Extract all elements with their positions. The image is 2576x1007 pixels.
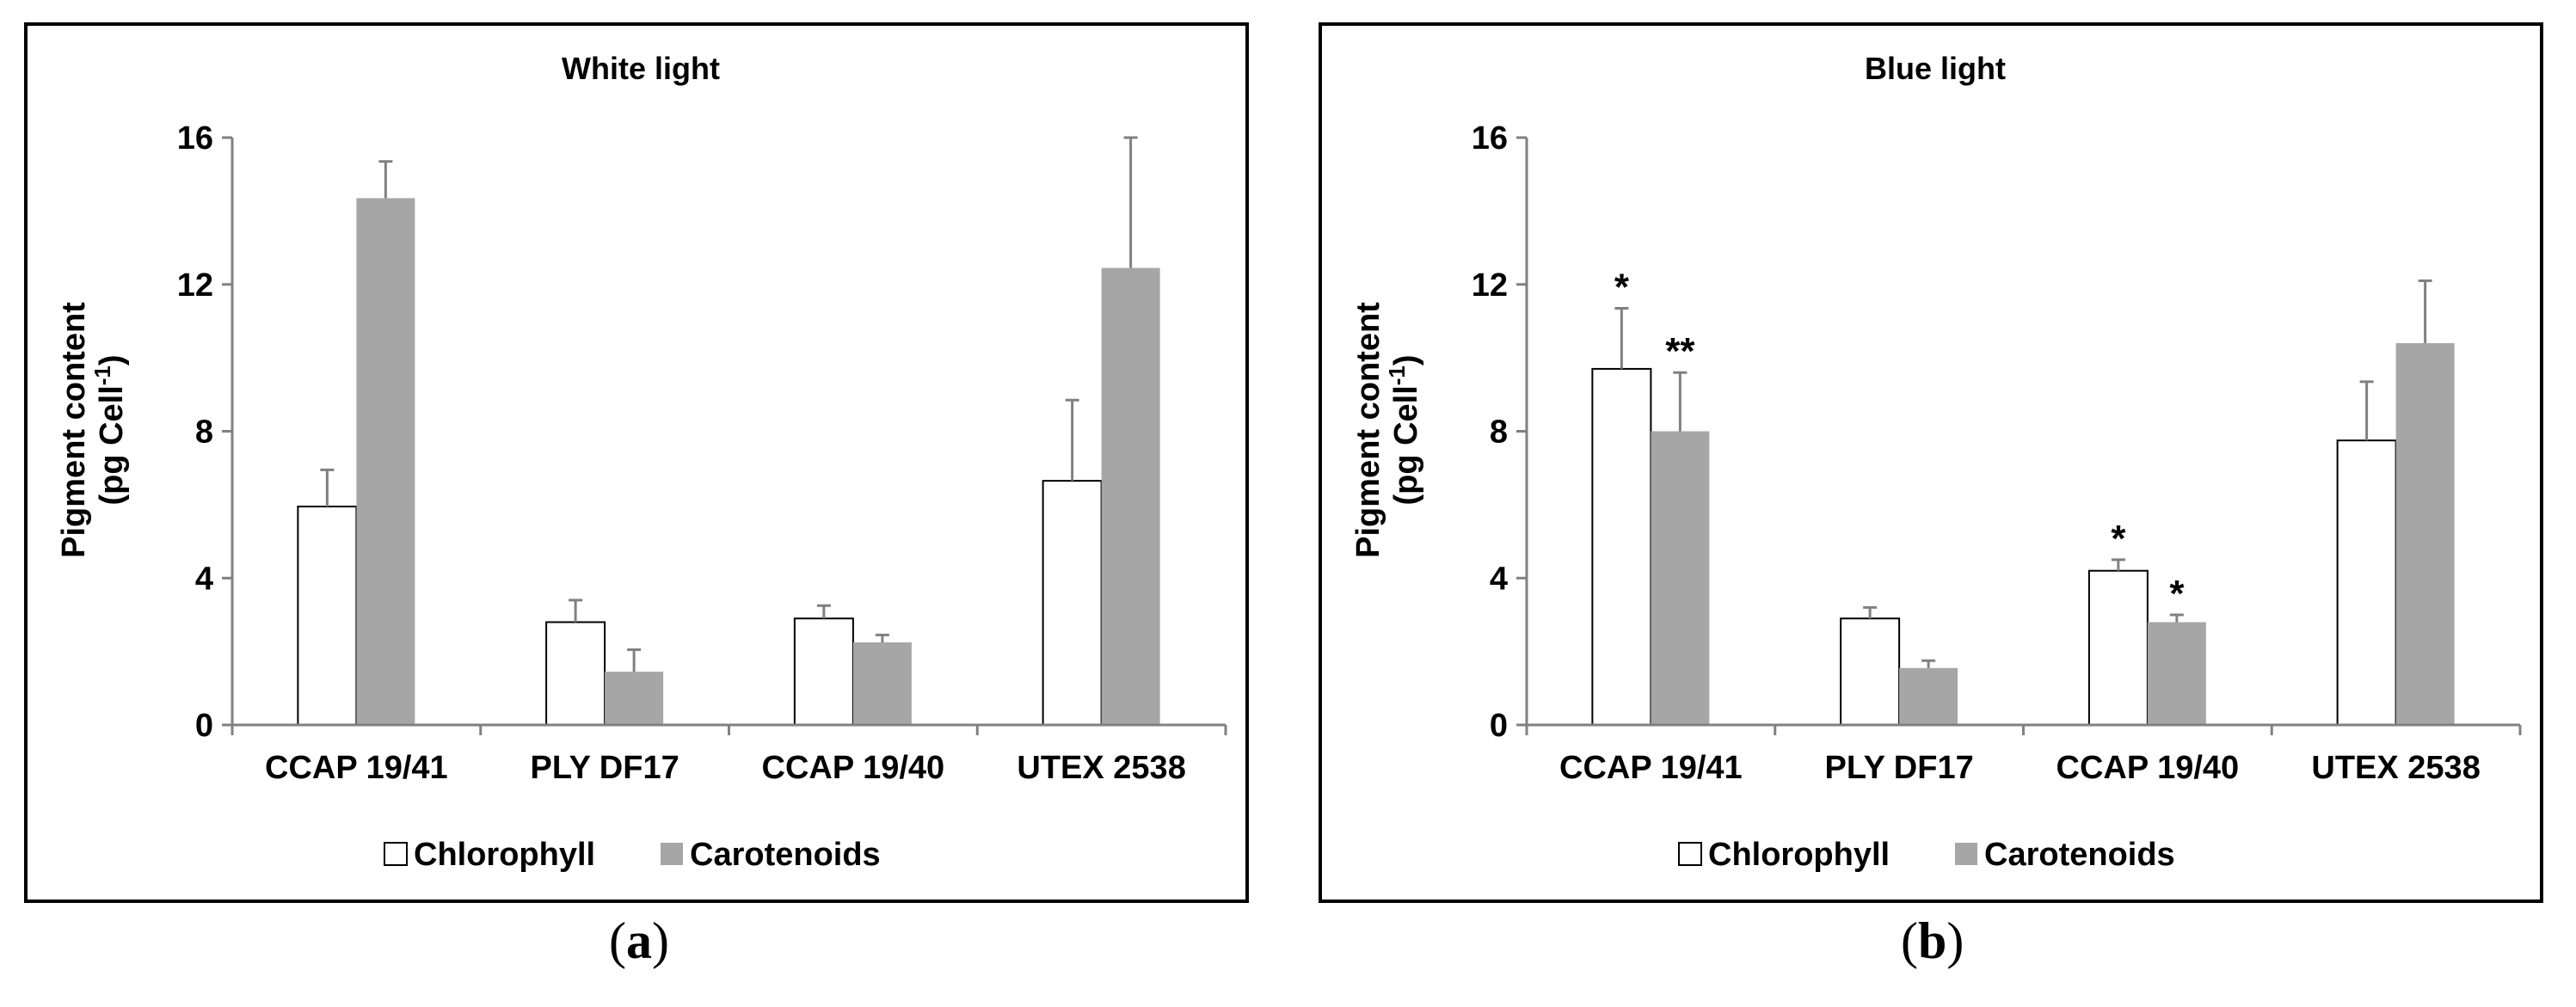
chart-title: White light (562, 51, 720, 86)
legend: Chlorophyll Carotenoids (384, 837, 881, 873)
significance-mark: ** (1665, 330, 1695, 372)
bar-chlorophyll (545, 621, 606, 726)
bar-chlorophyll (793, 617, 854, 726)
legend-label-carotenoids: Carotenoids (1984, 837, 2175, 873)
x-tick-label: CCAP 19/41 (1559, 750, 1743, 786)
y-tick-label: 16 (1472, 120, 1508, 157)
panel-caption-a: (a) (609, 912, 669, 969)
x-tick-label: CCAP 19/40 (2056, 750, 2240, 786)
bar-chlorophyll (297, 506, 358, 727)
y-tick-label: 12 (177, 267, 213, 304)
y-tick-label: 12 (1472, 267, 1508, 304)
bar-carotenoids (1101, 267, 1160, 725)
legend-swatch-carotenoids (1955, 843, 1977, 865)
x-tick-label: CCAP 19/40 (762, 750, 945, 786)
y-tick-label: 8 (195, 414, 213, 451)
chart-frame (24, 22, 1249, 903)
y-axis-label: Pigment content (56, 302, 92, 558)
y-axis-label: Pigment content (1350, 302, 1386, 558)
significance-mark: * (1614, 266, 1630, 308)
x-tick-label: UTEX 2538 (1017, 750, 1185, 786)
bar-carotenoids (852, 642, 912, 725)
bar-chlorophyll (2087, 569, 2149, 727)
bar-carotenoids (2147, 622, 2206, 725)
bar-carotenoids (1899, 667, 1958, 725)
legend-swatch-carotenoids (661, 843, 683, 865)
legend-label-chlorophyll: Chlorophyll (414, 837, 595, 873)
chart-frame (1319, 22, 2543, 903)
chart-white-light: White light 0 4 8 12 16 CCAP 19/41 PLY DF17 CCA… (24, 22, 1249, 903)
y-tick-label: 0 (1490, 708, 1508, 744)
bar-carotenoids (2395, 343, 2455, 725)
legend-swatch-chlorophyll (384, 842, 408, 866)
bar-chlorophyll (1591, 367, 1652, 726)
chart-title: Blue light (1865, 51, 2006, 86)
plot-area: 0 4 8 12 16 CCAP 19/41 PLY DF17 CCAP 19/40 UTEX … (177, 120, 1227, 786)
y-tick-label: 8 (1490, 414, 1508, 451)
y-tick-label: 0 (195, 708, 213, 744)
y-axis-units: (pg Cell-1) (1384, 354, 1424, 505)
bar-carotenoids (356, 198, 415, 725)
bar-chlorophyll (1042, 480, 1103, 726)
legend: Chlorophyll Carotenoids (1678, 837, 2175, 873)
bar-carotenoids (1651, 431, 1710, 725)
bar-carotenoids (605, 672, 664, 725)
x-tick-label: CCAP 19/41 (265, 750, 448, 786)
x-tick-label: UTEX 2538 (2311, 750, 2480, 786)
y-tick-label: 4 (1490, 561, 1508, 597)
bar-chlorophyll (2336, 439, 2397, 726)
y-axis-units: (pg Cell-1) (89, 354, 130, 505)
legend-label-carotenoids: Carotenoids (690, 837, 881, 873)
x-tick-label: PLY DF17 (531, 750, 679, 786)
significance-mark: * (2111, 518, 2126, 560)
y-tick-label: 16 (177, 120, 213, 157)
significance-mark: * (2169, 573, 2185, 615)
bar-chlorophyll (1840, 617, 1901, 726)
legend-label-chlorophyll: Chlorophyll (1708, 837, 1890, 873)
legend-swatch-chlorophyll (1678, 842, 1702, 866)
panel-caption-b: (b) (1901, 912, 1964, 969)
x-tick-label: PLY DF17 (1825, 750, 1974, 786)
y-tick-label: 4 (195, 561, 213, 597)
